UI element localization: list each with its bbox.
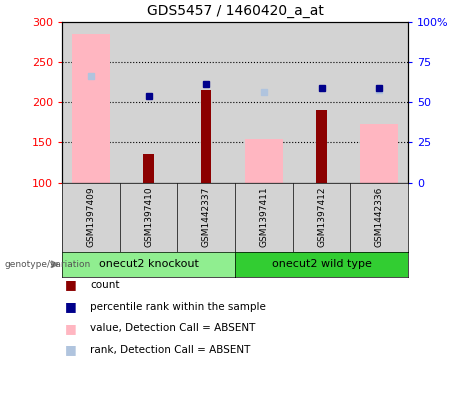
Bar: [72, 34, 110, 183]
Bar: [245, 139, 283, 183]
Text: percentile rank within the sample: percentile rank within the sample: [90, 301, 266, 312]
Bar: [361, 124, 398, 183]
Text: ■: ■: [65, 343, 76, 356]
Bar: [316, 110, 327, 183]
Text: GSM1397410: GSM1397410: [144, 187, 153, 248]
Text: ■: ■: [65, 300, 76, 313]
Text: GSM1442336: GSM1442336: [375, 187, 384, 247]
Bar: [143, 154, 154, 183]
Text: GSM1397412: GSM1397412: [317, 187, 326, 247]
Text: value, Detection Call = ABSENT: value, Detection Call = ABSENT: [90, 323, 255, 333]
Text: GSM1397409: GSM1397409: [87, 187, 95, 248]
Text: onecut2 knockout: onecut2 knockout: [99, 259, 199, 269]
Text: onecut2 wild type: onecut2 wild type: [272, 259, 372, 269]
Text: rank, Detection Call = ABSENT: rank, Detection Call = ABSENT: [90, 345, 250, 355]
Title: GDS5457 / 1460420_a_at: GDS5457 / 1460420_a_at: [147, 4, 324, 18]
Text: genotype/variation: genotype/variation: [5, 260, 91, 269]
Text: ■: ■: [65, 278, 76, 292]
Text: GSM1397411: GSM1397411: [260, 187, 268, 248]
Bar: [201, 90, 212, 183]
Text: ■: ■: [65, 321, 76, 335]
Text: GSM1442337: GSM1442337: [202, 187, 211, 247]
Text: count: count: [90, 280, 119, 290]
